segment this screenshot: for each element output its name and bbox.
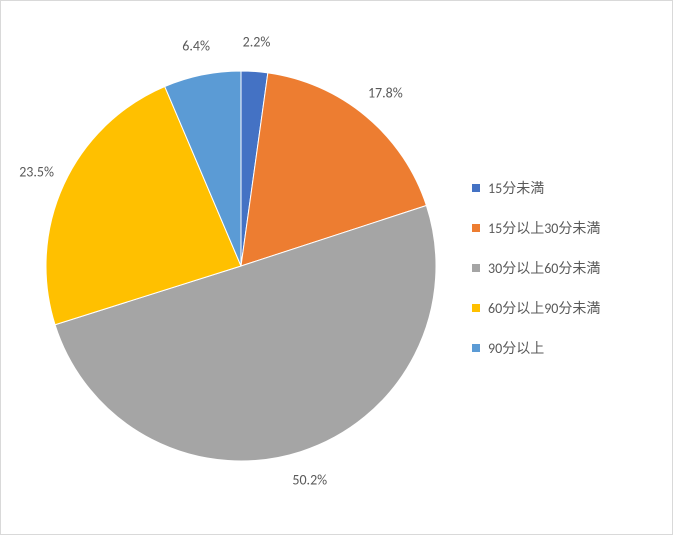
legend-marker-0 [472,184,480,192]
legend-label-0: 15分未満 [488,178,544,198]
data-label-0: 2.2% [243,33,271,50]
legend-label-1: 15分以上30分未満 [488,218,600,238]
legend-marker-2 [472,264,480,272]
legend-marker-3 [472,304,480,312]
data-label-3: 23.5% [19,163,54,180]
data-label-1: 17.8% [368,85,403,102]
legend-label-3: 60分以上90分未満 [488,298,600,318]
legend-marker-4 [472,344,480,352]
pie-chart-container: 2.2% 17.8% 50.2% 23.5% 6.4% 15分未満 15分以上30分未満 3… [0,0,673,535]
legend-label-4: 90分以上 [488,338,544,358]
legend-item-4: 90分以上 [472,338,652,358]
legend-item-0: 15分未満 [472,178,652,198]
pie-chart-area: 2.2% 17.8% 50.2% 23.5% 6.4% [21,36,461,496]
legend-item-2: 30分以上60分未満 [472,258,652,278]
legend-item-3: 60分以上90分未満 [472,298,652,318]
data-label-2: 50.2% [292,472,327,489]
legend: 15分未満 15分以上30分未満 30分以上60分未満 60分以上90分未満 90分以上 [472,1,652,534]
legend-marker-1 [472,224,480,232]
legend-item-1: 15分以上30分未満 [472,218,652,238]
legend-label-2: 30分以上60分未満 [488,258,600,278]
data-label-4: 6.4% [182,37,210,54]
pie-chart-svg [21,36,461,496]
